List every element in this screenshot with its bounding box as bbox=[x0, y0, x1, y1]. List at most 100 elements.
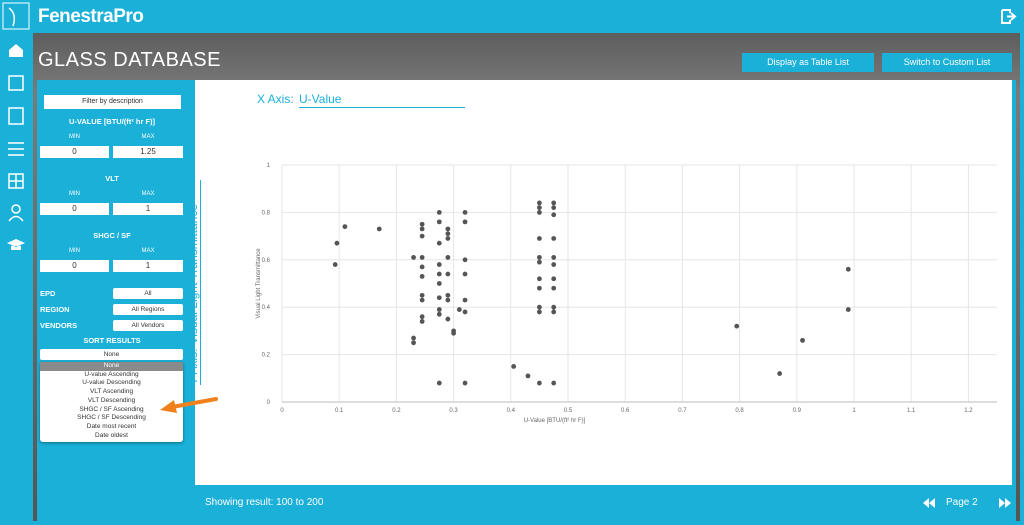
x-tick-label: 0.2 bbox=[392, 408, 401, 414]
range-label: U-VALUE [BTU/(ft² hr F)] bbox=[68, 117, 156, 126]
max-input[interactable]: 1 bbox=[113, 260, 183, 272]
data-point bbox=[445, 236, 451, 241]
data-point bbox=[511, 364, 517, 369]
data-point bbox=[551, 255, 557, 260]
data-point bbox=[419, 273, 425, 279]
data-point bbox=[419, 221, 425, 227]
sort-option[interactable]: Date most recent bbox=[86, 422, 137, 430]
x-tick-label: 0.3 bbox=[449, 408, 458, 414]
data-point bbox=[462, 380, 468, 386]
x-tick-label: 1.2 bbox=[964, 408, 973, 414]
x-tick-label: 0.9 bbox=[793, 408, 802, 414]
max-input[interactable]: 1.25 bbox=[113, 146, 183, 158]
select[interactable]: All Regions bbox=[113, 304, 183, 315]
logout-icon[interactable] bbox=[1000, 8, 1018, 26]
data-point bbox=[537, 380, 542, 386]
max-input[interactable]: 1 bbox=[113, 203, 183, 215]
data-point bbox=[734, 323, 740, 329]
data-point bbox=[537, 210, 542, 215]
data-point bbox=[436, 311, 442, 317]
sort-option[interactable]: Date oldest bbox=[95, 431, 128, 439]
sort-option[interactable]: SHGC / SF Ascending bbox=[79, 405, 144, 413]
next-page[interactable] bbox=[998, 497, 1012, 509]
data-point bbox=[537, 236, 542, 241]
data-point bbox=[462, 271, 468, 277]
data-point bbox=[456, 307, 462, 312]
data-point bbox=[551, 200, 557, 206]
select[interactable]: All Vendors bbox=[113, 320, 183, 331]
sort-option[interactable]: VLT Ascending bbox=[89, 388, 134, 396]
annotation-arrow bbox=[160, 397, 218, 413]
data-point bbox=[845, 307, 851, 312]
data-point bbox=[436, 271, 442, 277]
max-label: MAX bbox=[141, 248, 155, 254]
x-tick-label: 1 bbox=[852, 408, 856, 414]
y-tick-label: 0.6 bbox=[262, 258, 271, 264]
data-point bbox=[462, 257, 468, 263]
data-point bbox=[551, 205, 557, 211]
description-filter-button[interactable]: Filter by description bbox=[44, 95, 181, 109]
data-point bbox=[445, 255, 451, 260]
y-axis-selector[interactable]: Y Axis: Visual Light Transmittance bbox=[186, 180, 201, 385]
min-input[interactable]: 0 bbox=[40, 203, 109, 215]
sort-option[interactable]: None bbox=[40, 362, 183, 371]
min-input[interactable]: 0 bbox=[40, 146, 109, 158]
max-label: MAX bbox=[141, 191, 155, 197]
x-axis-select[interactable]: U-Value bbox=[299, 92, 465, 108]
prev-page[interactable] bbox=[922, 497, 936, 509]
sort-option[interactable]: U-value Descending bbox=[82, 379, 141, 387]
min-input[interactable]: 0 bbox=[40, 260, 109, 272]
sort-option[interactable]: U-value Ascending bbox=[84, 370, 139, 378]
range-label: VLT bbox=[105, 174, 119, 183]
sort-option[interactable]: VLT Descending bbox=[87, 396, 136, 404]
data-point bbox=[462, 297, 468, 303]
data-point bbox=[419, 292, 425, 298]
page-select[interactable]: Page 2 bbox=[946, 497, 978, 508]
x-tick-label: 0.6 bbox=[621, 408, 630, 414]
y-axis-title: Visual Light Transmittance bbox=[256, 248, 262, 319]
custom-list-button[interactable]: Switch to Custom List bbox=[882, 53, 1012, 72]
y-tick-label: 0.8 bbox=[262, 210, 271, 216]
data-point bbox=[334, 240, 340, 246]
select-label: REGION bbox=[40, 305, 70, 314]
data-point bbox=[445, 316, 451, 322]
sort-dropdown: None U-value Ascending U-value Descending V… bbox=[40, 362, 183, 442]
data-point bbox=[537, 259, 542, 265]
data-point bbox=[436, 262, 442, 267]
data-point bbox=[411, 340, 416, 346]
chart-box bbox=[195, 80, 1012, 485]
data-point bbox=[419, 297, 425, 303]
filter-panel: Filter by description U-VALUE [BTU/(ft² h… bbox=[37, 80, 193, 450]
y-tick-label: 1 bbox=[267, 163, 271, 169]
data-point bbox=[419, 233, 425, 239]
data-point bbox=[845, 266, 851, 272]
data-point bbox=[462, 219, 468, 225]
select-label: EPD bbox=[40, 289, 56, 298]
y-tick-label: 0.4 bbox=[262, 305, 271, 311]
data-point bbox=[436, 295, 442, 301]
select[interactable]: All bbox=[113, 288, 183, 299]
y-axis-label: Y Axis: bbox=[186, 348, 200, 385]
data-point bbox=[445, 271, 451, 277]
x-tick-label: 0.1 bbox=[335, 408, 344, 414]
data-point bbox=[436, 210, 442, 215]
data-point bbox=[436, 307, 442, 312]
y-tick-label: 0 bbox=[267, 400, 271, 406]
table-list-button[interactable]: Display as Table List bbox=[742, 53, 874, 72]
x-tick-label: 1.1 bbox=[907, 408, 916, 414]
page-title: GLASS DATABASE bbox=[38, 49, 221, 71]
data-point bbox=[436, 281, 442, 286]
data-point bbox=[451, 330, 456, 336]
result-count: Showing result: 100 to 200 bbox=[205, 497, 324, 508]
data-point bbox=[445, 297, 451, 303]
data-point bbox=[551, 262, 557, 267]
data-point bbox=[537, 200, 542, 206]
sidebar-icons bbox=[2, 2, 30, 250]
data-point bbox=[551, 212, 557, 218]
sort-select[interactable]: None bbox=[40, 349, 183, 360]
data-point bbox=[551, 236, 557, 241]
data-point bbox=[537, 304, 542, 310]
sort-option[interactable]: SHGC / SF Descending bbox=[77, 414, 146, 422]
data-point bbox=[436, 219, 442, 225]
data-point bbox=[537, 205, 542, 211]
